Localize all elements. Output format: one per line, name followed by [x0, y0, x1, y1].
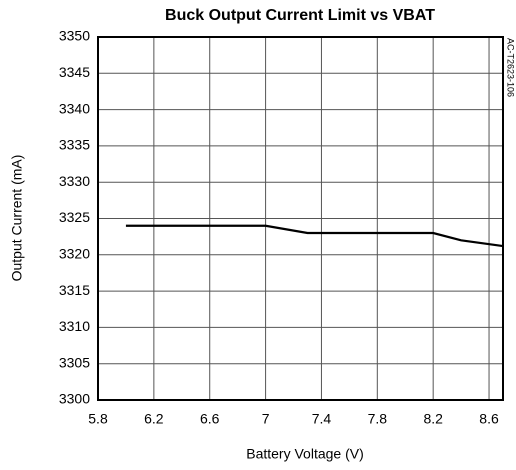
y-tick-label: 3320 — [59, 246, 90, 262]
x-tick-label: 8.6 — [479, 411, 499, 427]
x-tick-label: 7.8 — [368, 411, 388, 427]
chart-title: Buck Output Current Limit vs VBAT — [165, 7, 435, 24]
x-tick-label: 7.4 — [312, 411, 332, 427]
y-tick-label: 3350 — [59, 28, 90, 44]
y-tick-label: 3305 — [59, 354, 90, 370]
x-tick-label: 7 — [262, 411, 270, 427]
x-tick-label: 6.2 — [144, 411, 164, 427]
x-axis-label: Battery Voltage (V) — [246, 446, 364, 462]
plot-frame — [97, 36, 504, 401]
y-tick-label: 3345 — [59, 64, 90, 80]
y-tick-label: 3310 — [59, 318, 90, 334]
data-line — [125, 224, 504, 248]
y-axis-label: Output Current (mA) — [9, 155, 25, 282]
x-tick-label: 5.8 — [88, 411, 108, 427]
y-tick-label: 3330 — [59, 173, 90, 189]
y-tick-label: 3335 — [59, 137, 90, 153]
x-tick-label: 6.6 — [200, 411, 220, 427]
y-tick-label: 3315 — [59, 282, 90, 298]
y-tick-label: 3325 — [59, 209, 90, 225]
annotation: AC-T2623-106 — [506, 38, 516, 97]
y-tick-label: 3300 — [59, 391, 90, 407]
x-tick-label: 8.2 — [423, 411, 443, 427]
y-tick-label: 3340 — [59, 100, 90, 116]
